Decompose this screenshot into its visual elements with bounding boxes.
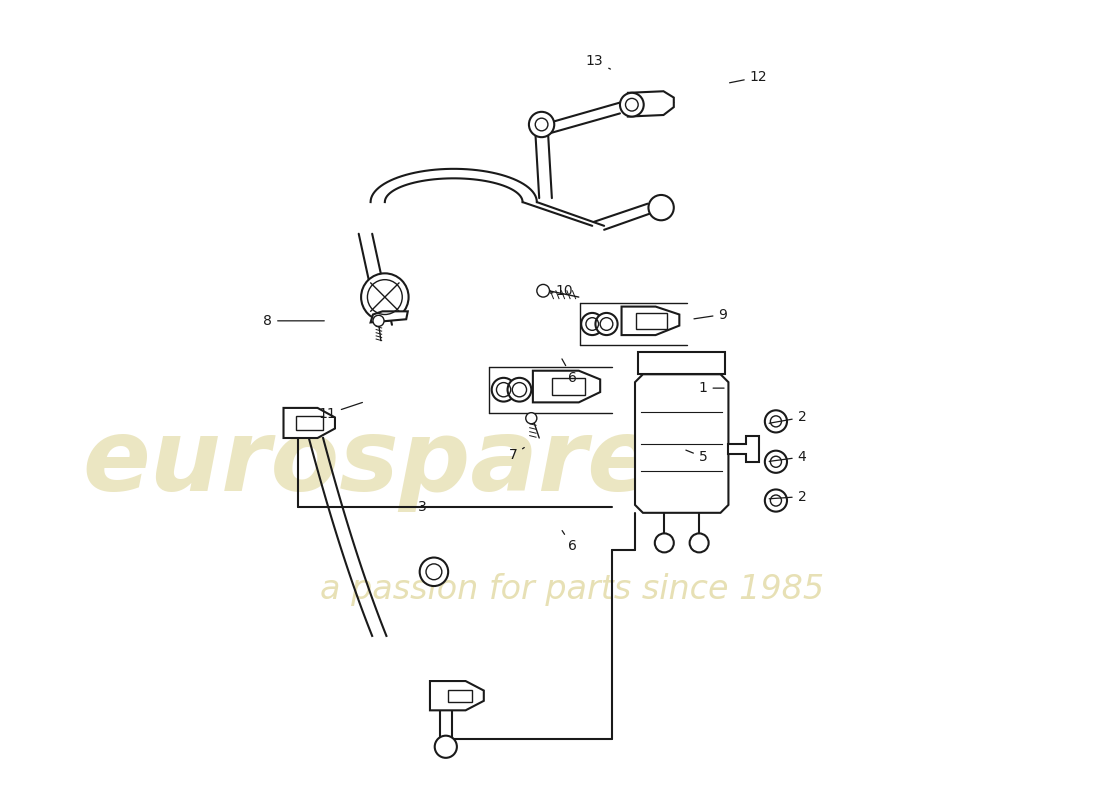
Bar — [296, 416, 323, 430]
Circle shape — [373, 315, 384, 326]
Text: 6: 6 — [562, 530, 576, 554]
Text: 13: 13 — [586, 54, 611, 69]
Circle shape — [581, 313, 603, 335]
Polygon shape — [284, 408, 336, 438]
Polygon shape — [430, 681, 484, 710]
Circle shape — [690, 534, 708, 552]
Text: a passion for parts since 1985: a passion for parts since 1985 — [320, 574, 825, 606]
Bar — [552, 378, 585, 395]
Text: 3: 3 — [418, 500, 443, 514]
Circle shape — [529, 112, 554, 137]
Polygon shape — [621, 306, 680, 335]
Text: 4: 4 — [769, 450, 806, 464]
Circle shape — [492, 378, 516, 402]
Circle shape — [764, 490, 786, 512]
Bar — [636, 313, 668, 329]
Text: 2: 2 — [769, 410, 806, 425]
Circle shape — [434, 736, 456, 758]
Text: 7: 7 — [508, 447, 525, 462]
Polygon shape — [532, 370, 601, 402]
Circle shape — [595, 313, 617, 335]
Text: 1: 1 — [698, 381, 724, 395]
Bar — [448, 690, 472, 702]
Polygon shape — [635, 392, 705, 432]
Polygon shape — [638, 352, 725, 374]
Circle shape — [507, 378, 531, 402]
Text: 11: 11 — [318, 402, 362, 422]
Text: 2: 2 — [769, 490, 806, 503]
Polygon shape — [371, 311, 408, 322]
Polygon shape — [635, 374, 728, 513]
Circle shape — [764, 410, 786, 433]
Circle shape — [420, 558, 448, 586]
Circle shape — [537, 285, 550, 297]
Text: eurospares: eurospares — [82, 415, 715, 512]
Circle shape — [764, 450, 786, 473]
Polygon shape — [728, 436, 759, 462]
Text: 10: 10 — [550, 284, 573, 298]
Text: 12: 12 — [729, 70, 768, 84]
Text: 6: 6 — [562, 359, 576, 385]
Circle shape — [526, 413, 537, 424]
Text: 8: 8 — [263, 314, 324, 328]
Circle shape — [361, 274, 408, 321]
Circle shape — [654, 534, 674, 552]
Text: 9: 9 — [694, 307, 727, 322]
Polygon shape — [628, 91, 674, 117]
Text: 5: 5 — [686, 450, 707, 464]
Circle shape — [620, 93, 644, 117]
Circle shape — [649, 195, 674, 220]
